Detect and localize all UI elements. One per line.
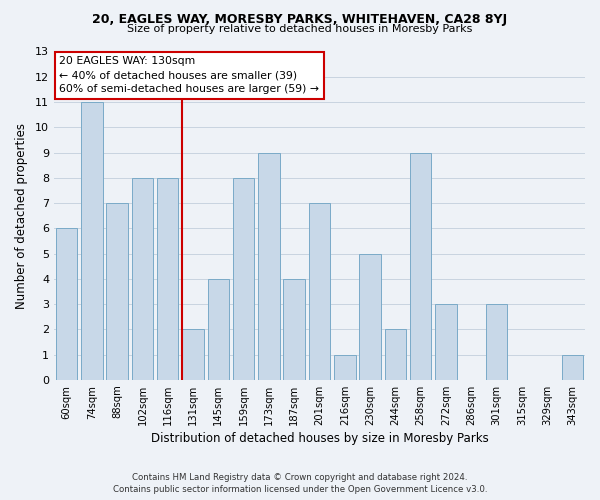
Bar [208, 279, 229, 380]
Bar [435, 304, 457, 380]
Text: 20, EAGLES WAY, MORESBY PARKS, WHITEHAVEN, CA28 8YJ: 20, EAGLES WAY, MORESBY PARKS, WHITEHAVE… [92, 12, 508, 26]
Bar [562, 354, 583, 380]
Text: Size of property relative to detached houses in Moresby Parks: Size of property relative to detached ho… [127, 24, 473, 34]
X-axis label: Distribution of detached houses by size in Moresby Parks: Distribution of detached houses by size … [151, 432, 488, 445]
Bar [81, 102, 103, 380]
Bar [385, 330, 406, 380]
Bar [359, 254, 381, 380]
Bar [56, 228, 77, 380]
Bar [182, 330, 204, 380]
Text: 20 EAGLES WAY: 130sqm
← 40% of detached houses are smaller (39)
60% of semi-deta: 20 EAGLES WAY: 130sqm ← 40% of detached … [59, 56, 319, 94]
Bar [258, 152, 280, 380]
Bar [131, 178, 153, 380]
Bar [309, 203, 330, 380]
Bar [486, 304, 507, 380]
Bar [283, 279, 305, 380]
Bar [410, 152, 431, 380]
Y-axis label: Number of detached properties: Number of detached properties [15, 122, 28, 308]
Bar [334, 354, 356, 380]
Text: Contains HM Land Registry data © Crown copyright and database right 2024.
Contai: Contains HM Land Registry data © Crown c… [113, 472, 487, 494]
Bar [157, 178, 178, 380]
Bar [106, 203, 128, 380]
Bar [233, 178, 254, 380]
